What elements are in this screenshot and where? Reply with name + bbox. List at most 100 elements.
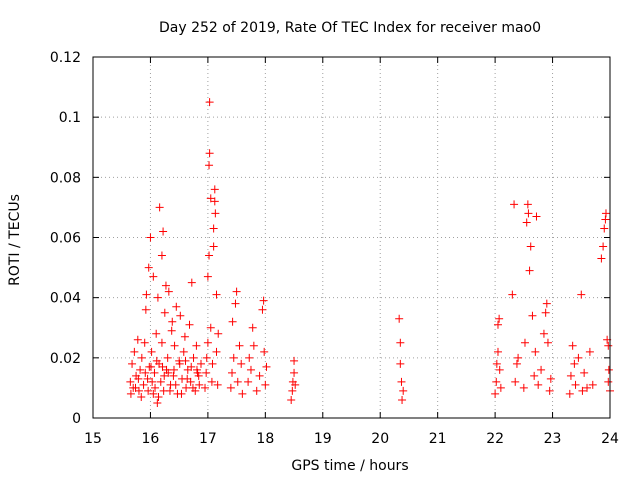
y-tick-label: 0.08 — [50, 170, 81, 186]
data-point — [395, 314, 404, 323]
data-point — [180, 332, 189, 341]
plot-frame — [92, 56, 611, 419]
data-point — [396, 338, 405, 347]
data-point — [232, 287, 241, 296]
x-tick-label: 19 — [314, 431, 332, 447]
data-point — [141, 305, 150, 314]
data-point — [248, 323, 257, 332]
data-point — [246, 365, 255, 374]
data-point — [146, 233, 155, 242]
data-point — [244, 377, 253, 386]
data-point — [260, 347, 269, 356]
data-point — [534, 380, 543, 389]
data-points — [126, 98, 614, 407]
data-point — [154, 392, 163, 401]
data-point — [176, 311, 185, 320]
data-point — [249, 341, 258, 350]
data-point — [524, 209, 533, 218]
data-point — [537, 365, 546, 374]
data-point — [149, 389, 158, 398]
data-point — [189, 353, 198, 362]
data-point — [142, 290, 151, 299]
data-point — [508, 290, 517, 299]
x-tick-label: 15 — [84, 431, 102, 447]
data-point — [212, 290, 221, 299]
x-tick-label: 22 — [486, 431, 504, 447]
data-point — [160, 308, 169, 317]
data-point — [170, 341, 179, 350]
axis-ticks: 15 16 17 18 19 20 21 22 23 24 0 0.02 0.04 0.06 0.08 0.1… — [50, 50, 619, 447]
data-point — [168, 317, 177, 326]
data-point — [147, 347, 156, 356]
chart-title: Day 252 of 2019, Rate Of TEC Index for r… — [159, 20, 541, 36]
data-point — [492, 377, 501, 386]
data-point — [209, 242, 218, 251]
data-point — [169, 371, 178, 380]
data-point — [493, 347, 502, 356]
data-point — [159, 227, 168, 236]
data-point — [164, 287, 173, 296]
data-point — [210, 197, 219, 206]
data-point — [237, 359, 246, 368]
data-point — [187, 362, 196, 371]
data-point — [526, 242, 535, 251]
data-point — [214, 329, 223, 338]
data-point — [287, 395, 296, 404]
data-point — [528, 311, 537, 320]
data-point — [228, 368, 237, 377]
data-point — [205, 98, 214, 107]
y-tick-label: 0.12 — [50, 50, 81, 66]
data-point — [171, 380, 180, 389]
data-point — [140, 338, 149, 347]
y-tick-label: 0.02 — [50, 351, 81, 367]
data-point — [205, 251, 214, 260]
data-point — [545, 386, 554, 395]
data-point — [396, 359, 405, 368]
data-point — [570, 359, 579, 368]
x-axis-label: GPS time / hours — [291, 458, 408, 474]
data-point — [604, 365, 613, 374]
data-point — [205, 149, 214, 158]
data-point — [212, 347, 221, 356]
data-point — [203, 338, 212, 347]
data-point — [523, 200, 532, 209]
data-point — [493, 320, 502, 329]
data-point — [177, 389, 186, 398]
data-point — [187, 278, 196, 287]
data-point — [156, 377, 165, 386]
x-tick-label: 23 — [544, 431, 562, 447]
data-point — [599, 242, 608, 251]
data-point — [141, 368, 150, 377]
data-point — [149, 272, 158, 281]
data-point — [258, 305, 267, 314]
data-point — [604, 341, 613, 350]
data-point — [196, 359, 205, 368]
data-point — [203, 272, 212, 281]
data-point — [130, 347, 139, 356]
data-point — [578, 386, 587, 395]
data-point — [231, 299, 240, 308]
data-point — [531, 347, 540, 356]
data-point — [206, 194, 215, 203]
data-point — [259, 296, 268, 305]
data-point — [580, 368, 589, 377]
data-point — [160, 371, 169, 380]
data-point — [492, 359, 501, 368]
data-point — [194, 371, 203, 380]
data-point — [157, 251, 166, 260]
data-point — [532, 212, 541, 221]
x-tick-label: 18 — [256, 431, 274, 447]
x-tick-label: 20 — [371, 431, 389, 447]
x-tick-label: 24 — [601, 431, 619, 447]
data-point — [169, 365, 178, 374]
x-tick-label: 17 — [199, 431, 217, 447]
y-tick-label: 0.1 — [59, 110, 81, 126]
data-point — [181, 356, 190, 365]
data-point — [153, 398, 162, 407]
data-point — [165, 386, 174, 395]
data-point — [185, 320, 194, 329]
data-point — [188, 383, 197, 392]
data-point — [134, 374, 143, 383]
data-point — [201, 383, 210, 392]
data-point — [585, 347, 594, 356]
